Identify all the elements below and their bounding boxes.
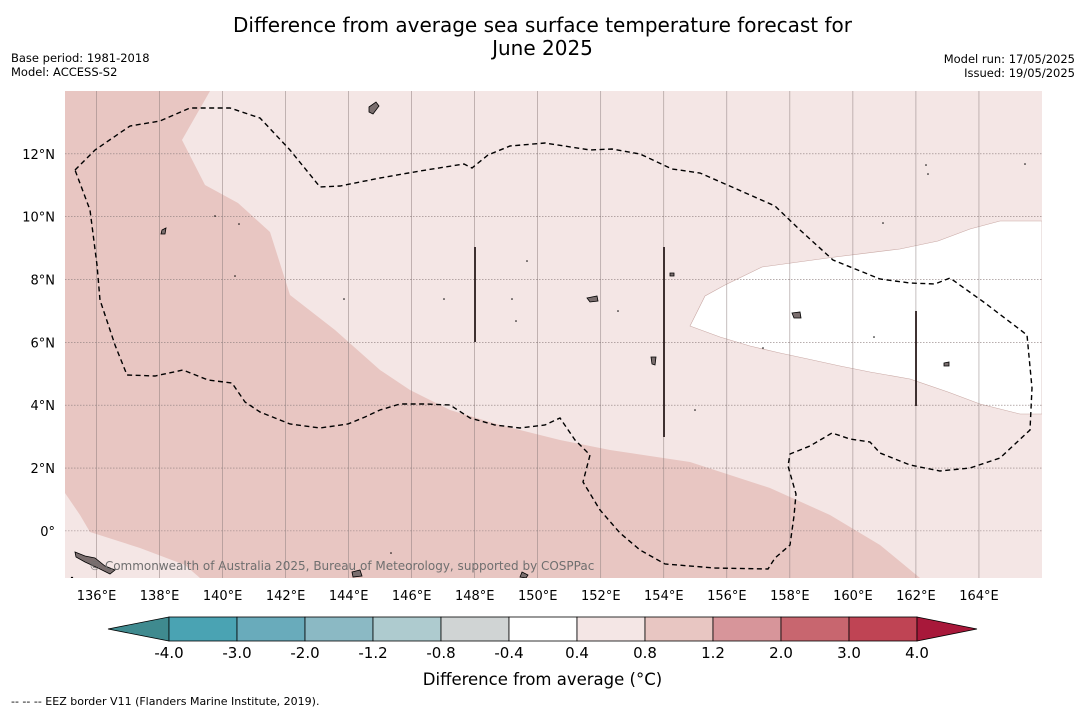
title-line-1: Difference from average sea surface temp… bbox=[232, 13, 852, 37]
model-text: Model: ACCESS-S2 bbox=[11, 65, 118, 79]
map-panel: © Commonwealth of Australia 2025, Bureau… bbox=[65, 91, 1042, 578]
model-run-text: Model run: 17/05/2025 bbox=[943, 52, 1075, 66]
colorbar-tick-label: -1.2 bbox=[358, 644, 387, 662]
lat-tick-label: 8°N bbox=[31, 274, 56, 289]
lon-tick-label: 136°E bbox=[77, 589, 117, 604]
colorbar-segment bbox=[780, 616, 850, 642]
colorbar-segment bbox=[168, 616, 238, 642]
lon-tick-label: 152°E bbox=[581, 589, 621, 604]
issued-text: Issued: 19/05/2025 bbox=[964, 66, 1075, 80]
colorbar-tick-label: 3.0 bbox=[837, 644, 861, 662]
lon-tick-label: 142°E bbox=[266, 589, 306, 604]
meta-left: Base period: 1981-2018 Model: ACCESS-S2 bbox=[11, 51, 150, 79]
chart-title: Difference from average sea surface temp… bbox=[0, 14, 1085, 60]
colorbar-segment bbox=[440, 616, 510, 642]
lon-tick-label: 156°E bbox=[707, 589, 747, 604]
colorbar-tick-label: -3.0 bbox=[222, 644, 251, 662]
colorbar-segment bbox=[644, 616, 714, 642]
lon-tick-label: 140°E bbox=[203, 589, 243, 604]
latitude-tick-labels: 12°N 10°N 8°N 6°N 4°N 2°N 0° bbox=[22, 148, 55, 540]
island-dots bbox=[70, 163, 1026, 578]
anomaly-band-medium bbox=[65, 91, 920, 578]
lon-tick-label: 164°E bbox=[959, 589, 999, 604]
colorbar-tick-labels: -4.0 -3.0 -2.0 -1.2 -0.8 -0.4 0.4 0.8 1.2 2.0 3.0 4… bbox=[154, 644, 929, 662]
colorbar-segment bbox=[304, 616, 374, 642]
longitude-tick-labels: 136°E 138°E 140°E 142°E 144°E 146°E 148°E 150°E… bbox=[77, 589, 999, 604]
colorbar-tick-label: -4.0 bbox=[154, 644, 183, 662]
colorbar-segment bbox=[848, 616, 918, 642]
lat-tick-label: 6°N bbox=[31, 336, 56, 351]
colorbar-segment bbox=[372, 616, 442, 642]
colorbar-label: Difference from average (°C) bbox=[422, 670, 663, 689]
colorbar-segment bbox=[712, 616, 782, 642]
islands bbox=[74, 101, 950, 578]
lon-tick-label: 150°E bbox=[518, 589, 558, 604]
colorbar-tick-label: 0.8 bbox=[633, 644, 657, 662]
colorbar-segment bbox=[576, 616, 646, 642]
lat-tick-label: 4°N bbox=[31, 399, 56, 414]
title-line-2: June 2025 bbox=[492, 36, 593, 60]
lon-tick-label: 158°E bbox=[770, 589, 810, 604]
lon-tick-label: 162°E bbox=[896, 589, 936, 604]
lat-tick-label: 10°N bbox=[22, 211, 55, 226]
colorbar-tick-label: -0.4 bbox=[494, 644, 523, 662]
colorbar-extend-high bbox=[916, 616, 978, 642]
lon-tick-label: 146°E bbox=[392, 589, 432, 604]
base-period-text: Base period: 1981-2018 bbox=[11, 51, 150, 65]
meta-right: Model run: 17/05/2025 Issued: 19/05/2025 bbox=[944, 52, 1075, 80]
lon-tick-label: 160°E bbox=[833, 589, 873, 604]
lon-tick-label: 138°E bbox=[140, 589, 180, 604]
colorbar bbox=[107, 616, 978, 642]
colorbar-tick-label: -0.8 bbox=[426, 644, 455, 662]
colorbar-segment bbox=[508, 616, 578, 642]
colorbar-tick-label: 4.0 bbox=[905, 644, 929, 662]
colorbar-extend-low bbox=[107, 616, 170, 642]
lon-tick-label: 154°E bbox=[644, 589, 684, 604]
colorbar-segment bbox=[236, 616, 306, 642]
lon-tick-label: 148°E bbox=[455, 589, 495, 604]
lon-tick-label: 144°E bbox=[329, 589, 369, 604]
lat-tick-label: 0° bbox=[40, 525, 55, 540]
boundary-lines bbox=[474, 247, 917, 437]
colorbar-tick-label: -2.0 bbox=[290, 644, 319, 662]
colorbar-tick-label: 0.4 bbox=[565, 644, 589, 662]
lat-tick-label: 12°N bbox=[22, 148, 55, 163]
map-credit: © Commonwealth of Australia 2025, Bureau… bbox=[89, 559, 594, 573]
colorbar-tick-label: 1.2 bbox=[701, 644, 725, 662]
lat-tick-label: 2°N bbox=[31, 462, 56, 477]
eez-footnote: -- -- -- EEZ border V11 (Flanders Marine… bbox=[11, 695, 320, 708]
gridlines bbox=[65, 91, 1042, 578]
anomaly-band-light-sw bbox=[65, 493, 200, 578]
eez-borders bbox=[74, 107, 1033, 570]
colorbar-tick-label: 2.0 bbox=[769, 644, 793, 662]
